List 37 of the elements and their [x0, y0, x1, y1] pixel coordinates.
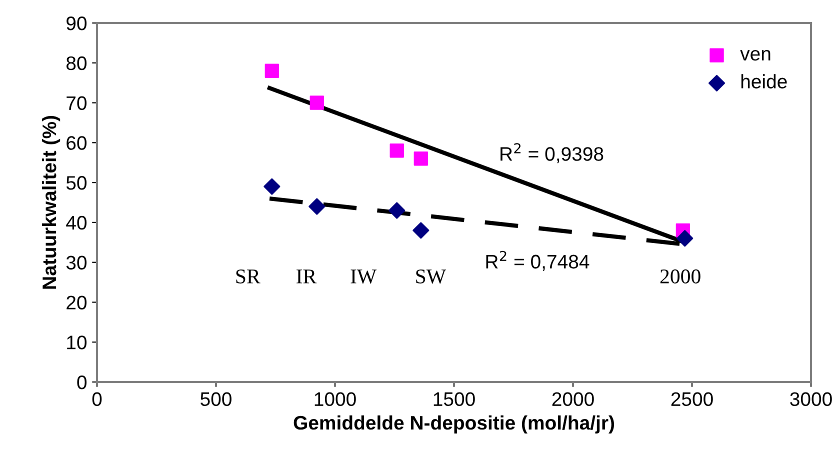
y-axis-title: Natuurkwaliteit (%) [42, 116, 60, 289]
y-tick-label: 60 [66, 136, 87, 150]
point [412, 222, 430, 239]
y-tick-label: 20 [66, 296, 87, 310]
y-tick-label: 10 [67, 336, 87, 350]
annotation: IW [350, 270, 377, 284]
y-tick-label: 0 [77, 375, 87, 390]
y-tick-label: 80 [66, 56, 87, 70]
x-tick-label: 0 [92, 392, 102, 406]
annotation: R$^{2}$ = 0,7484 [486, 250, 590, 271]
annotation: R$^{2}$ = 0,9398 [500, 143, 604, 164]
x-tick-label: 1000 [314, 392, 356, 406]
y-tick-label: 40 [66, 216, 87, 230]
y-tick-label: 70 [66, 96, 87, 110]
y-tick-label: 30 [66, 256, 87, 270]
x-tick-label: 2000 [552, 392, 594, 406]
annotation: IR [296, 270, 317, 284]
x-tick-label: 2500 [671, 392, 713, 406]
annotation: SR [236, 269, 260, 284]
legend-label: heide [741, 74, 787, 88]
y-tick-label: 90 [66, 16, 87, 30]
annotation: SW [416, 269, 446, 284]
y-tick-label: 50 [66, 176, 87, 190]
point [264, 64, 280, 78]
x-tick-label: 1500 [434, 392, 475, 406]
x-axis-title: Gemiddelde N-depositie (mol/ha/jr) [294, 415, 614, 434]
point [414, 152, 428, 166]
point [264, 178, 280, 195]
annotation: 2000 [660, 269, 700, 284]
point [388, 202, 406, 219]
point [676, 230, 694, 247]
point [308, 198, 326, 215]
legend-label: ven [740, 50, 770, 61]
x-tick-label: 3000 [790, 392, 832, 406]
point [390, 144, 404, 158]
x-tick-label: 500 [200, 392, 232, 406]
point [310, 96, 324, 110]
